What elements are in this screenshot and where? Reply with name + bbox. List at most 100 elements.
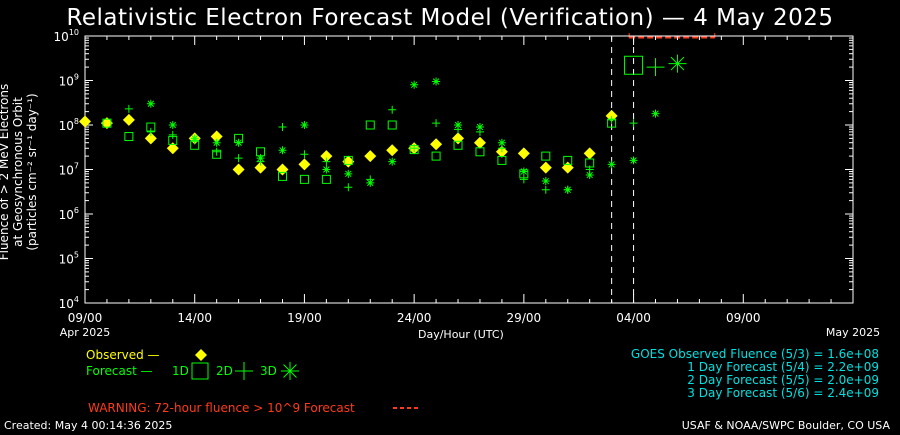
summary-observed: GOES Observed Fluence (5/3) = 1.6e+08: [630, 347, 879, 361]
legend-2d-label: 2D: [216, 364, 233, 378]
point-2d: [629, 119, 638, 128]
point-observed: [539, 161, 552, 174]
point-3d: [585, 171, 594, 180]
point-3d: [668, 54, 687, 73]
y-tick-label: 109: [59, 73, 79, 89]
y-tick-base: 10: [59, 75, 74, 89]
point-observed: [122, 113, 135, 126]
y-tick-exponent: 9: [74, 73, 79, 82]
point-1d: [365, 120, 375, 130]
fluence-summary: GOES Observed Fluence (5/3) = 1.6e+08 1 …: [631, 348, 879, 400]
point-3d: [410, 80, 419, 89]
y-axis-label-line-3: (particles cm⁻² sr⁻¹ day⁻¹): [25, 93, 39, 251]
x-tick-label: 04/00: [616, 311, 651, 325]
point-1d: [497, 155, 507, 165]
y-tick-label: 1010: [54, 28, 79, 44]
chart-marks: [79, 54, 687, 194]
y-axis-label: Fluence of > 2 MeV Electrons at Geosynch…: [0, 52, 41, 292]
y-axis-label-line-2: at Geosynchronous Orbit: [11, 97, 25, 247]
point-2d: [212, 147, 221, 156]
point-2d: [519, 175, 528, 184]
legend-square-icon: [191, 362, 209, 380]
point-3d: [344, 169, 353, 178]
point-1d: [453, 140, 463, 150]
y-tick-base: 10: [59, 253, 74, 267]
point-3d: [388, 157, 397, 166]
y-tick-exponent: 10: [69, 28, 79, 37]
point-3d: [541, 177, 550, 186]
y-tick-label: 104: [59, 295, 79, 311]
point-1d: [624, 55, 644, 75]
y-tick-base: 10: [54, 30, 69, 44]
summary-day2: 2 Day Forecast (5/5) = 2.0e+09: [687, 373, 879, 387]
point-2d: [234, 154, 243, 163]
point-1d: [431, 151, 441, 161]
point-3d: [475, 123, 484, 132]
x-tick-sublabel: May 2025: [826, 326, 880, 339]
legend-observed-label: Observed —: [86, 348, 160, 362]
y-tick-base: 10: [59, 119, 74, 133]
point-observed: [210, 130, 223, 143]
point-observed: [430, 138, 443, 151]
point-3d: [146, 99, 155, 108]
legend-3d-label: 3D: [260, 364, 277, 378]
legend-asterisk-icon: [281, 362, 299, 380]
point-3d: [651, 109, 660, 118]
summary-day3: 3 Day Forecast (5/6) = 2.4e+09: [687, 386, 879, 400]
point-observed: [583, 147, 596, 160]
legend-forecast-label: Forecast —: [86, 364, 153, 378]
point-2d: [541, 185, 550, 194]
point-3d: [278, 146, 287, 155]
point-2d: [322, 157, 331, 166]
legend-markers: [191, 349, 420, 409]
point-1d: [321, 174, 331, 184]
point-3d: [432, 77, 441, 86]
point-1d: [124, 132, 134, 142]
legend-plus-icon: [235, 362, 253, 380]
point-3d: [300, 121, 309, 129]
point-observed: [517, 147, 530, 160]
point-2d: [146, 127, 155, 136]
y-tick-exponent: 4: [74, 295, 79, 304]
y-tick-base: 10: [59, 164, 74, 178]
point-3d: [234, 138, 243, 147]
created-timestamp: Created: May 4 00:14:36 2025: [4, 419, 173, 432]
y-tick-exponent: 7: [74, 162, 79, 171]
point-2d: [388, 105, 397, 114]
warning-text: WARNING: 72-hour fluence > 10^9 Forecast: [88, 401, 355, 415]
y-tick-exponent: 5: [74, 251, 79, 260]
y-tick-base: 10: [59, 297, 74, 311]
x-axis-label: Day/Hour (UTC): [418, 328, 504, 341]
point-3d: [519, 167, 528, 176]
point-3d: [190, 134, 199, 143]
y-tick-exponent: 6: [74, 206, 79, 215]
point-observed: [254, 161, 267, 174]
x-tick-label: 24/00: [397, 311, 432, 325]
point-3d: [563, 185, 572, 194]
point-2d: [410, 144, 419, 153]
point-2d: [432, 119, 441, 128]
point-1d: [387, 120, 397, 130]
y-tick-base: 10: [59, 208, 74, 222]
point-1d: [475, 147, 485, 157]
point-3d: [212, 138, 221, 147]
x-tick-sublabel: Apr 2025: [60, 326, 111, 339]
point-observed: [298, 158, 311, 171]
point-3d: [497, 138, 506, 147]
chart-guides: [611, 33, 716, 303]
point-observed: [232, 163, 245, 176]
summary-day1: 1 Day Forecast (5/4) = 2.2e+09: [687, 360, 879, 374]
point-2d: [646, 58, 665, 77]
point-3d: [629, 156, 638, 165]
point-1d: [102, 118, 112, 128]
point-observed: [320, 150, 333, 163]
point-1d: [299, 174, 309, 184]
point-3d: [322, 165, 331, 174]
page-title: Relativistic Electron Forecast Model (Ve…: [66, 5, 834, 31]
point-observed: [144, 132, 157, 145]
y-tick-exponent: 8: [74, 117, 79, 126]
y-tick-label: 108: [59, 117, 79, 133]
x-tick-label: 19/00: [287, 311, 322, 325]
